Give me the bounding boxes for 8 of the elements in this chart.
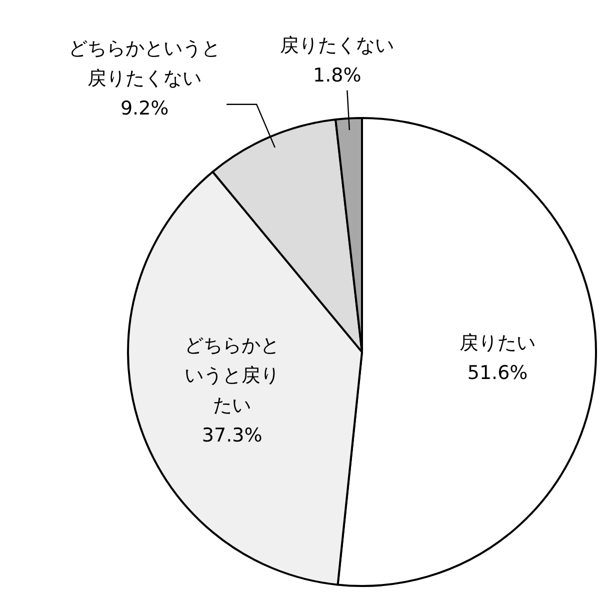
slice-label: 戻りたい	[460, 332, 536, 354]
data-label: 51.6%	[467, 362, 528, 384]
data-label: 37.3%	[202, 424, 262, 446]
data-label: 9.2%	[120, 97, 169, 120]
slice-label: どちらかというと戻りたい	[184, 334, 280, 416]
slice-label: どちらかというと戻りたくない	[68, 37, 221, 90]
data-label: 1.8%	[313, 64, 362, 86]
slice-label: 戻りたくない	[280, 34, 394, 56]
